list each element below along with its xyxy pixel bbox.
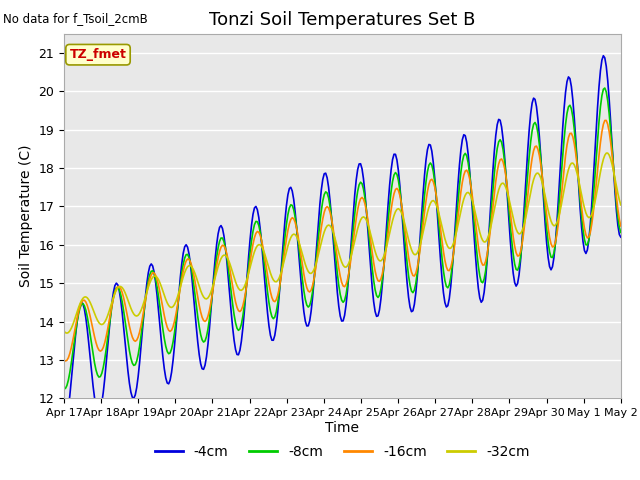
Legend: -4cm, -8cm, -16cm, -32cm: -4cm, -8cm, -16cm, -32cm [149,439,536,465]
Y-axis label: Soil Temperature (C): Soil Temperature (C) [19,145,33,287]
Text: TZ_fmet: TZ_fmet [70,48,127,61]
Text: No data for f_Tsoil_2cmB: No data for f_Tsoil_2cmB [3,12,148,25]
Title: Tonzi Soil Temperatures Set B: Tonzi Soil Temperatures Set B [209,11,476,29]
X-axis label: Time: Time [325,421,360,435]
